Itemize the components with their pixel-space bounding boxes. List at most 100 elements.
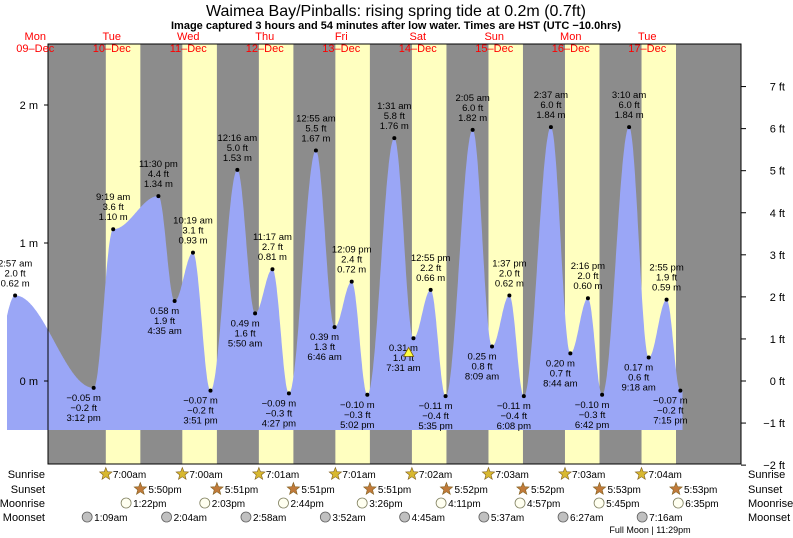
tide-time-label: 12:16 am xyxy=(218,133,258,144)
tide-time-label: 12:55 am xyxy=(296,114,336,125)
tide-ft-label: −0.4 ft xyxy=(422,411,449,422)
tide-point xyxy=(548,125,553,130)
tide-point xyxy=(600,392,605,397)
moonrise-icon xyxy=(514,497,526,509)
day-date: 09–Dec xyxy=(16,43,54,55)
tide-ft-label: −0.3 ft xyxy=(266,408,293,419)
chart-subtitle: Image captured 3 hours and 54 minutes af… xyxy=(171,20,621,32)
tide-time-label: 3:10 am xyxy=(612,90,646,101)
tide-ft-label: 5.8 ft xyxy=(384,111,405,122)
moonset-time: 4:45am xyxy=(412,513,445,524)
sunset-time: 5:52pm xyxy=(454,485,487,496)
moonset-time: 5:37am xyxy=(491,513,524,524)
tide-point xyxy=(678,388,683,393)
row-label-left-sunrise: Sunrise xyxy=(8,469,45,481)
moonrise-time: 4:57pm xyxy=(527,499,560,510)
tide-m-label: 0.49 m xyxy=(231,318,260,329)
left-axis: 2 m 1 m 0 m xyxy=(20,100,48,388)
row-label-right-sunset: Sunset xyxy=(748,484,782,496)
tide-ft-label: −0.3 ft xyxy=(344,410,371,421)
y-tick-label-ft: 3 ft xyxy=(770,250,785,262)
tide-time-label: 12:55 pm xyxy=(411,253,451,264)
sunset-icon xyxy=(669,481,683,495)
moonset-time: 6:27am xyxy=(570,513,603,524)
day-name: Tue xyxy=(102,31,121,43)
row-label-left-moonset: Moonset xyxy=(3,512,45,524)
tide-m-label: 1.82 m xyxy=(458,113,487,124)
tide-ft-label: 4.4 ft xyxy=(148,169,169,180)
tide-ft-label: 1.3 ft xyxy=(314,342,335,353)
moonrise-icon xyxy=(278,497,289,509)
tide-time-label: 1:31 am xyxy=(377,101,411,112)
tide-point xyxy=(646,355,651,360)
row-label-right-sunrise: Sunrise xyxy=(748,469,785,481)
tide-point xyxy=(313,148,318,153)
sunset-time: 5:51pm xyxy=(301,485,334,496)
tide-markers: 2:57 am2.0 ft0.62 m−0.05 m−0.2 ft3:12 pm… xyxy=(0,90,688,432)
tide-ft-label: −0.2 ft xyxy=(657,406,684,417)
tide-m-label: 0.72 m xyxy=(337,265,366,276)
tide-point xyxy=(365,392,370,397)
plot-frame xyxy=(47,43,742,465)
tide-time-label: 4:35 am xyxy=(147,326,181,337)
tide-point xyxy=(568,351,573,356)
sunrise-time: 7:01am xyxy=(342,470,375,481)
tide-time-label: 5:50 am xyxy=(228,338,262,349)
moonrise-time: 1:22pm xyxy=(133,499,166,510)
tide-m-label: 0.81 m xyxy=(258,252,287,263)
tide-m-label: 0.62 m xyxy=(1,278,30,289)
moonset-icon xyxy=(557,511,569,523)
moonset-icon xyxy=(399,511,411,523)
y-tick-label-ft: −2 ft xyxy=(763,460,785,472)
tide-m-label: 0.39 m xyxy=(310,332,339,343)
sunset-time: 5:51pm xyxy=(225,485,258,496)
sunrise-icon xyxy=(404,466,419,480)
day-name: Mon xyxy=(25,31,46,43)
tide-ft-label: 0.7 ft xyxy=(550,368,571,379)
tide-ft-label: 6.0 ft xyxy=(540,100,561,111)
tide-ft-label: 3.6 ft xyxy=(103,202,124,213)
day-headers: Mon09–DecTue10–DecWed11–DecThu12–DecFri1… xyxy=(16,31,666,55)
day-date: 16–Dec xyxy=(552,43,590,55)
y-tick-label-ft: 6 ft xyxy=(770,124,785,136)
tide-time-label: 2:55 pm xyxy=(649,263,683,274)
water-area xyxy=(7,127,683,430)
tide-m-label: 1.76 m xyxy=(380,121,409,132)
sunset-time: 5:51pm xyxy=(378,485,411,496)
tide-ft-label: 2.0 ft xyxy=(499,268,520,279)
day-name: Mon xyxy=(560,31,581,43)
tide-ft-label: 6.0 ft xyxy=(619,100,640,111)
sunrise-icon xyxy=(634,466,649,480)
tide-ft-label: 2.0 ft xyxy=(577,271,598,282)
tide-time-label: 2:57 am xyxy=(0,258,32,269)
tide-point xyxy=(411,336,416,341)
day-name: Thu xyxy=(255,31,274,43)
moonrise-time: 3:26pm xyxy=(369,499,402,510)
tide-m-label: 0.59 m xyxy=(652,283,681,294)
tide-m-label: 0.20 m xyxy=(546,358,575,369)
tide-ft-label: 3.1 ft xyxy=(182,226,203,237)
tide-m-label: 0.25 m xyxy=(467,352,496,363)
tide-m-label: 0.17 m xyxy=(624,363,653,374)
sunrise-time: 7:04am xyxy=(649,470,682,481)
sunset-time: 5:52pm xyxy=(531,485,564,496)
day-date: 14–Dec xyxy=(399,43,437,55)
tide-point xyxy=(470,127,475,132)
row-label-right-moonset: Moonset xyxy=(748,512,790,524)
sunset-icon xyxy=(133,481,148,495)
full-moon-note: Full Moon | 11:29pm xyxy=(609,525,690,535)
tide-time-label: 3:51 pm xyxy=(183,416,217,427)
tide-time-label: 9:18 am xyxy=(622,383,656,394)
sunrise-icon xyxy=(175,466,190,480)
tide-point xyxy=(190,250,195,255)
tide-time-label: 11:17 am xyxy=(253,232,292,243)
y-tick-label-ft: 0 ft xyxy=(770,376,785,388)
day-date: 11–Dec xyxy=(170,43,208,55)
row-label-left-sunset: Sunset xyxy=(11,484,45,496)
tide-ft-label: −0.2 ft xyxy=(187,406,214,417)
tide-ft-label: −0.4 ft xyxy=(500,411,527,422)
tide-m-label: −0.11 m xyxy=(497,401,531,412)
y-tick-label-ft: 2 ft xyxy=(770,292,785,304)
tide-point xyxy=(286,391,291,396)
